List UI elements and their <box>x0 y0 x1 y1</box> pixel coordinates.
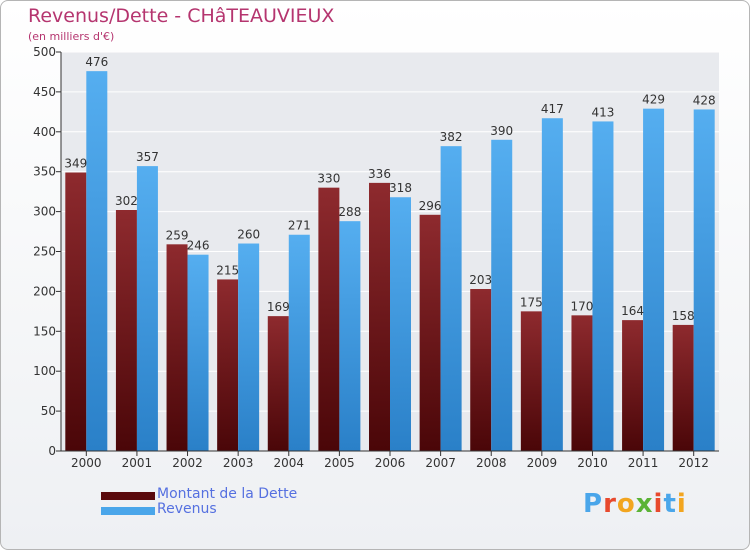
bar-revenue <box>86 71 108 451</box>
bar-revenue <box>491 139 513 451</box>
data-label-revenue: 417 <box>541 102 564 116</box>
bar-revenue <box>288 234 310 451</box>
data-labels: 3494763023572592462152601692713302883363… <box>64 55 715 323</box>
y-tick-label: 50 <box>41 404 56 418</box>
bar-debt <box>318 187 340 451</box>
bar-revenue <box>693 109 715 452</box>
bar-debt <box>520 311 542 451</box>
proxiti-logo: Proxiti <box>583 489 687 519</box>
data-label-debt: 259 <box>166 228 189 242</box>
data-label-revenue: 318 <box>389 181 412 195</box>
y-tick-label: 100 <box>33 364 56 378</box>
data-label-debt: 336 <box>368 167 391 181</box>
y-tick-label: 150 <box>33 324 56 338</box>
bar-revenue <box>136 166 158 451</box>
legend-swatch-revenue <box>101 507 155 515</box>
data-label-revenue: 476 <box>85 55 108 69</box>
data-label-debt: 302 <box>115 194 138 208</box>
y-tick-label: 300 <box>33 205 56 219</box>
bar-revenue <box>390 197 411 451</box>
x-tick-label: 2001 <box>122 456 153 470</box>
data-label-revenue: 429 <box>642 93 665 107</box>
x-tick-label: 2009 <box>527 456 558 470</box>
bar-debt <box>267 316 289 451</box>
data-label-debt: 203 <box>469 273 492 287</box>
y-tick-label: 200 <box>33 284 56 298</box>
x-tick-label: 2000 <box>71 456 102 470</box>
bar-debt <box>672 324 694 451</box>
x-tick-label: 2011 <box>628 456 659 470</box>
logo-letter: x <box>635 489 654 519</box>
legend-label-debt: Montant de la Dette <box>157 486 298 502</box>
data-label-revenue: 246 <box>187 239 210 253</box>
logo-letter: r <box>603 489 617 519</box>
bar-revenue <box>643 108 665 452</box>
bar-debt <box>622 320 644 451</box>
legend-label-revenue: Revenus <box>157 501 217 517</box>
data-label-revenue: 357 <box>136 150 159 164</box>
y-tick-label: 0 <box>48 444 56 458</box>
data-label-debt: 170 <box>571 299 594 313</box>
bar-revenue <box>592 121 614 452</box>
data-label-debt: 158 <box>672 309 695 323</box>
data-label-debt: 169 <box>267 300 290 314</box>
bar-debt <box>65 172 87 452</box>
data-label-debt: 175 <box>520 295 543 309</box>
y-tick-label: 350 <box>33 165 56 179</box>
bar-debt <box>419 214 441 451</box>
bars <box>65 71 715 452</box>
bar-revenue <box>238 243 260 451</box>
x-tick-label: 2004 <box>273 456 304 470</box>
chart-subtitle: (en milliers d'€) <box>28 30 115 43</box>
data-label-revenue: 390 <box>490 124 513 138</box>
data-label-debt: 296 <box>419 199 442 213</box>
bar-revenue <box>541 118 563 451</box>
logo-letter: t <box>663 489 677 519</box>
logo-letter: P <box>583 489 604 519</box>
data-label-debt: 164 <box>621 304 644 318</box>
bar-debt <box>217 279 239 451</box>
data-label-debt: 330 <box>317 172 340 186</box>
bar-revenue <box>339 221 361 451</box>
data-label-revenue: 413 <box>592 105 615 119</box>
chart-title: Revenus/Dette - CHâTEAUVIEUX <box>28 5 335 27</box>
x-tick-label: 2007 <box>425 456 456 470</box>
bar-revenue <box>440 146 462 451</box>
logo-letter: i <box>676 489 687 519</box>
data-label-revenue: 288 <box>338 205 361 219</box>
x-tick-label: 2010 <box>577 456 608 470</box>
logo-letter: o <box>616 489 636 519</box>
bar-revenue <box>187 254 209 451</box>
axes: 0 50 100 150 200 250 300 350 400 450 500 2000 2001 20… <box>33 45 719 470</box>
x-tick-label: 2008 <box>476 456 507 470</box>
x-tick-label: 2012 <box>678 456 709 470</box>
bar-debt <box>166 244 188 451</box>
x-tick-label: 2006 <box>375 456 406 470</box>
data-label-debt: 349 <box>64 156 87 170</box>
data-label-revenue: 428 <box>693 93 716 107</box>
y-tick-label: 250 <box>33 245 56 259</box>
x-tick-label: 2005 <box>324 456 355 470</box>
x-tick-label: 2002 <box>172 456 203 470</box>
data-label-debt: 215 <box>216 263 239 277</box>
bar-debt <box>115 210 137 451</box>
y-tick-label: 400 <box>33 125 56 139</box>
data-label-revenue: 271 <box>288 219 311 233</box>
y-tick-label: 500 <box>33 45 56 59</box>
data-label-revenue: 260 <box>237 228 260 242</box>
bar-debt <box>369 182 390 451</box>
bar-debt <box>571 315 593 451</box>
legend-swatch-debt <box>101 492 155 500</box>
bar-debt <box>470 289 492 451</box>
y-tick-label: 450 <box>33 85 56 99</box>
data-label-revenue: 382 <box>440 130 463 144</box>
logo-letter: i <box>653 489 664 519</box>
x-tick-label: 2003 <box>223 456 254 470</box>
